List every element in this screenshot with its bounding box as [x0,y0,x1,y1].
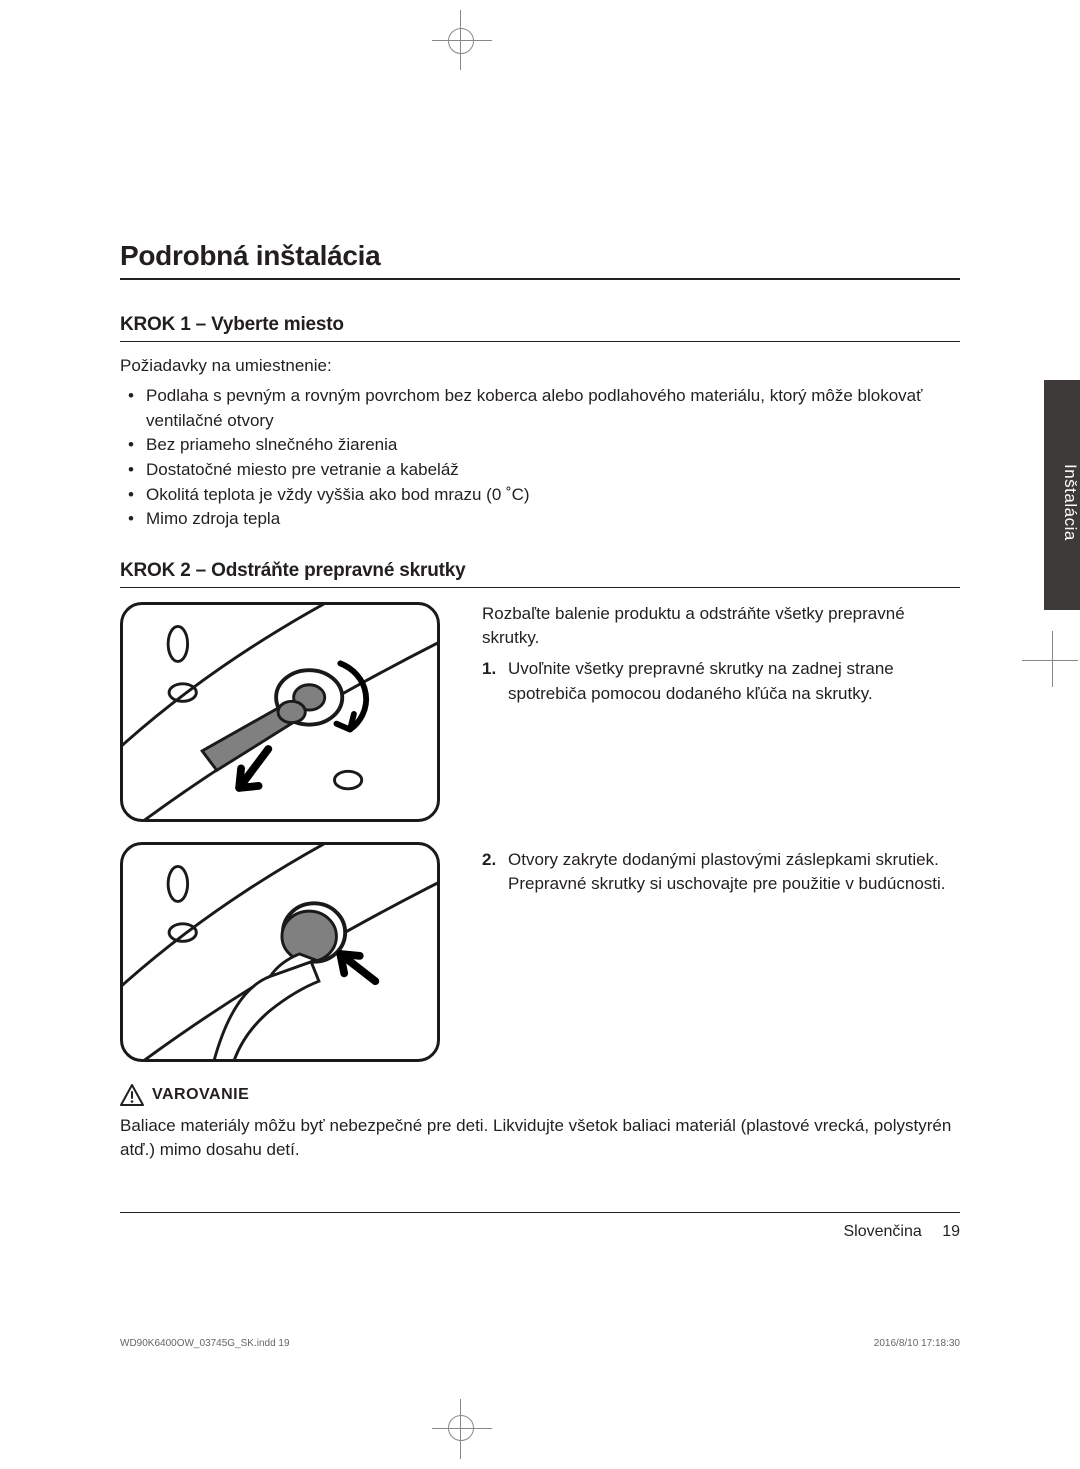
warning-icon [120,1084,144,1106]
requirements-list: Podlaha s pevným a rovným povrchom bez k… [120,384,960,532]
page-footer: Slovenčina 19 [120,1212,960,1241]
figure-cap [120,842,440,1062]
item-text-b: Prepravné skrutky si uschovajte pre použ… [508,874,946,893]
list-item: 1. Uvoľnite všetky prepravné skrutky na … [482,657,960,706]
item-number: 1. [482,657,502,706]
page-content: Podrobná inštalácia KROK 1 – Vyberte mie… [120,240,960,1249]
figure-unscrew [120,602,440,822]
footer-page-number: 19 [942,1223,960,1240]
step2-heading: KROK 2 – Odstráňte prepravné skrutky [120,560,960,588]
print-timestamp: 2016/8/10 17:18:30 [874,1338,960,1349]
crop-circle [448,28,474,54]
item-text: Uvoľnite všetky prepravné skrutky na zad… [508,657,960,706]
step2-text-1: Rozbaľte balenie produktu a odstráňte vš… [482,602,960,822]
main-title: Podrobná inštalácia [120,240,960,280]
warning-heading: VAROVANIE [120,1084,960,1106]
step2-text-2: 2. Otvory zakryte dodanými plastovými zá… [482,842,960,1062]
step2-intro: Rozbaľte balenie produktu a odstráňte vš… [482,602,960,651]
side-tab: Inštalácia [1044,380,1080,610]
list-item: Mimo zdroja tepla [146,507,960,532]
item-text: Otvory zakryte dodanými plastovými zásle… [508,848,946,897]
footer-language: Slovenčina [843,1223,921,1240]
item-number: 2. [482,848,502,897]
list-item: Podlaha s pevným a rovným povrchom bez k… [146,384,960,433]
step2-row-2: 2. Otvory zakryte dodanými plastovými zá… [120,842,960,1062]
crop-circle [448,1415,474,1441]
step1-intro: Požiadavky na umiestnenie: [120,356,960,376]
print-metadata: WD90K6400OW_03745G_SK.indd 19 2016/8/10 … [120,1338,960,1349]
list-item: 2. Otvory zakryte dodanými plastovými zá… [482,848,960,897]
list-item: Bez priameho slnečného žiarenia [146,433,960,458]
step1-heading: KROK 1 – Vyberte miesto [120,314,960,342]
step2-row-1: Rozbaľte balenie produktu a odstráňte vš… [120,602,960,822]
warning-label: VAROVANIE [152,1086,249,1104]
list-item: Okolitá teplota je vždy vyššia ako bod m… [146,483,960,508]
warning-text: Baliace materiály môžu byť nebezpečné pr… [120,1114,960,1163]
item-text-a: Otvory zakryte dodanými plastovými zásle… [508,850,939,869]
list-item: Dostatočné miesto pre vetranie a kabeláž [146,458,960,483]
crop-side [1052,660,1080,717]
print-file: WD90K6400OW_03745G_SK.indd 19 [120,1338,290,1349]
